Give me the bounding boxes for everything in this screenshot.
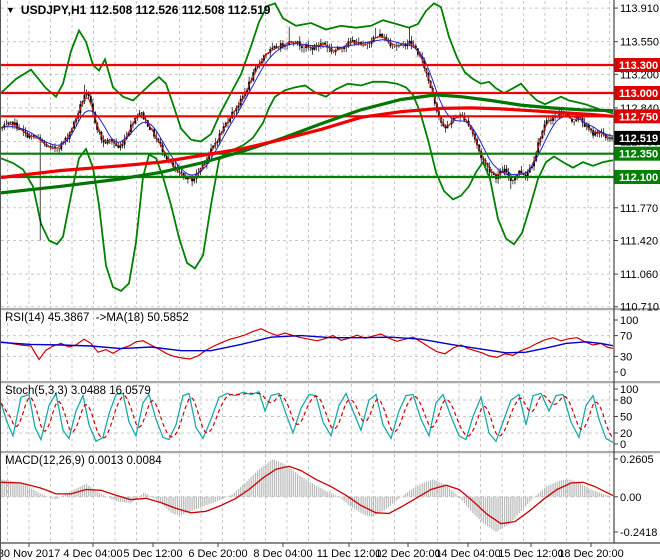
rsi-axis-label: 100	[620, 315, 638, 327]
bollinger-lower-line	[1, 80, 614, 292]
macd-axis-label: -0.2418	[620, 527, 657, 539]
price-badge-label: 113.300	[619, 60, 658, 72]
rsi-ma-line	[1, 334, 614, 354]
macd-signal-line	[1, 465, 614, 525]
price-axis-label: 113.910	[620, 3, 659, 15]
stochastic-pane	[1, 390, 614, 443]
slow-ma-lines	[1, 93, 614, 195]
stoch-axis-label: 80	[620, 395, 632, 407]
time-axis-labels: 30 Nov 2017 4 Dec 04:00 5 Dec 12:00 6 Dec 2…	[1, 543, 624, 560]
stoch-axis-label: 0	[620, 439, 626, 451]
time-axis-label: 6 Dec 20:00	[188, 548, 247, 560]
rsi-pane	[1, 328, 614, 361]
price-axis-label: 111.770	[620, 203, 658, 215]
ma-slow-green-line	[1, 93, 614, 195]
rsi-line	[1, 328, 614, 361]
price-level-badge	[614, 109, 660, 124]
price-level-badge	[614, 146, 660, 161]
price-badge-label: 113.000	[619, 88, 658, 100]
price-badges: 113.300 113.000 112.750 112.519 112.350 112.1…	[614, 58, 660, 184]
time-axis-label: 12 Dec 20:00	[375, 548, 440, 560]
stoch-axis-label: 50	[620, 412, 632, 424]
grid-lines	[1, 1, 614, 542]
price-axis-label: 113.200	[620, 69, 659, 81]
time-axis-label: 5 Dec 12:00	[123, 548, 182, 560]
bollinger-bands	[1, 2, 614, 292]
time-axis-label: 4 Dec 04:00	[63, 548, 122, 560]
price-badge-label: 112.100	[619, 172, 658, 184]
time-axis-label: 8 Dec 04:00	[253, 548, 312, 560]
rsi-axis-label: 0	[620, 367, 626, 379]
time-axis-label: 18 Dec 20:00	[558, 548, 623, 560]
rsi-axis-label: 30	[620, 351, 632, 363]
time-axis-label: 15 Dec 12:00	[498, 548, 563, 560]
stoch-k-line	[1, 390, 614, 443]
price-axis-label: 111.060	[620, 269, 658, 281]
symbol-dropdown-icon[interactable]: ▼	[6, 5, 15, 15]
time-axis-label: 14 Dec 04:00	[435, 548, 500, 560]
price-badge-label: 112.519	[619, 133, 658, 145]
price-axis-label: 113.550	[620, 37, 659, 49]
stoch-axis-label: 20	[620, 428, 632, 440]
axis-frame	[1, 0, 660, 544]
price-level-badge	[614, 169, 660, 184]
price-level-badge	[614, 58, 660, 72]
time-axis-label: 11 Dec 12:00	[317, 548, 382, 560]
support-resistance-lines	[1, 63, 614, 179]
price-badge-label: 112.750	[619, 111, 658, 123]
price-level-badge	[614, 85, 660, 100]
price-axis-label: 110.710	[620, 302, 659, 314]
macd-pane	[1, 459, 614, 532]
current-price-badge	[614, 130, 660, 145]
price-axis-label: 111.420	[620, 235, 658, 247]
bollinger-upper-line	[1, 2, 614, 143]
rsi-axis-label: 70	[620, 331, 632, 343]
time-axis-label: 30 Nov 2017	[1, 548, 60, 560]
price-badge-label: 112.350	[619, 149, 658, 161]
ma-slow-red-line	[1, 106, 614, 180]
ma-fast-blue-line	[1, 39, 614, 176]
macd-axis-label: 0.2605	[620, 454, 654, 466]
stoch-axis-label: 100	[620, 384, 638, 396]
stoch-d-line	[1, 392, 614, 439]
macd-axis-label: 0.00	[620, 492, 641, 504]
